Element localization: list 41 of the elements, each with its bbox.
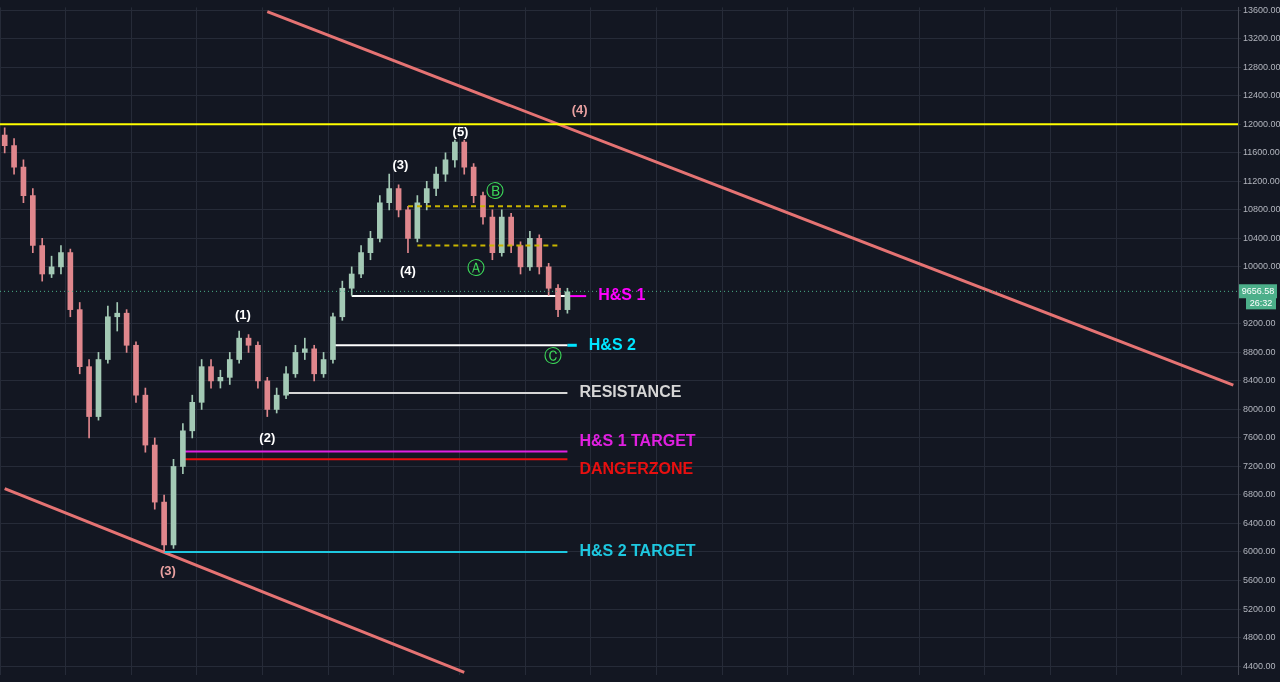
series-label: H&S 1 TARGET [579, 431, 696, 449]
annotation: (5) [452, 123, 469, 139]
annotation: (3) [159, 563, 176, 579]
y-tick-label: 12800.00 [1243, 61, 1280, 72]
y-tick-label: 5200.00 [1243, 603, 1276, 614]
y-tick-label: 5600.00 [1243, 574, 1276, 585]
series-label: DANGERZONE [579, 459, 694, 477]
series-label: H&S 2 [588, 335, 637, 353]
y-tick-label: 11600.00 [1243, 147, 1280, 158]
series-label: H&S 2 TARGET [579, 542, 696, 560]
y-tick-label: 13600.00 [1243, 4, 1280, 15]
annotation: (1) [234, 307, 251, 323]
y-tick-label: 10400.00 [1243, 232, 1280, 243]
annotation: (3) [392, 156, 409, 172]
ref-line-label: 9656.58 [1241, 285, 1275, 296]
y-tick-label: 12400.00 [1243, 90, 1280, 101]
y-tick-label: 8400.00 [1243, 375, 1276, 386]
y-tick-label: 8000.00 [1243, 403, 1276, 414]
y-tick-label: 9200.00 [1243, 318, 1276, 329]
y-tick-label: 10800.00 [1243, 204, 1280, 215]
y-tick-label: 6800.00 [1243, 489, 1276, 500]
y-tick-label: 7200.00 [1243, 460, 1276, 471]
series-label: H&S 1 [598, 286, 646, 304]
y-tick-label: 11200.00 [1243, 175, 1280, 186]
y-tick-label: 4800.00 [1243, 632, 1276, 643]
series-label: RESISTANCE [579, 383, 682, 401]
y-tick-label: 7600.00 [1243, 432, 1276, 443]
annotation: (2) [259, 430, 276, 446]
annotation: (4) [400, 263, 416, 279]
y-tick-label: 6400.00 [1243, 517, 1276, 528]
y-tick-label: 10000.00 [1243, 261, 1280, 272]
annotation: Ⓐ [467, 257, 486, 279]
y-tick-label: 12000.00 [1243, 118, 1280, 129]
y-tick-label: 6000.00 [1243, 546, 1276, 557]
y-tick-label: 4400.00 [1243, 660, 1276, 671]
y-tick-label: 13200.00 [1243, 33, 1280, 44]
y-tick-label: 8800.00 [1243, 346, 1276, 357]
annotation: Ⓒ [544, 345, 563, 367]
annotation: (4) [571, 102, 588, 118]
text: 26:32 [1249, 297, 1273, 308]
annotation: Ⓑ [486, 180, 505, 202]
